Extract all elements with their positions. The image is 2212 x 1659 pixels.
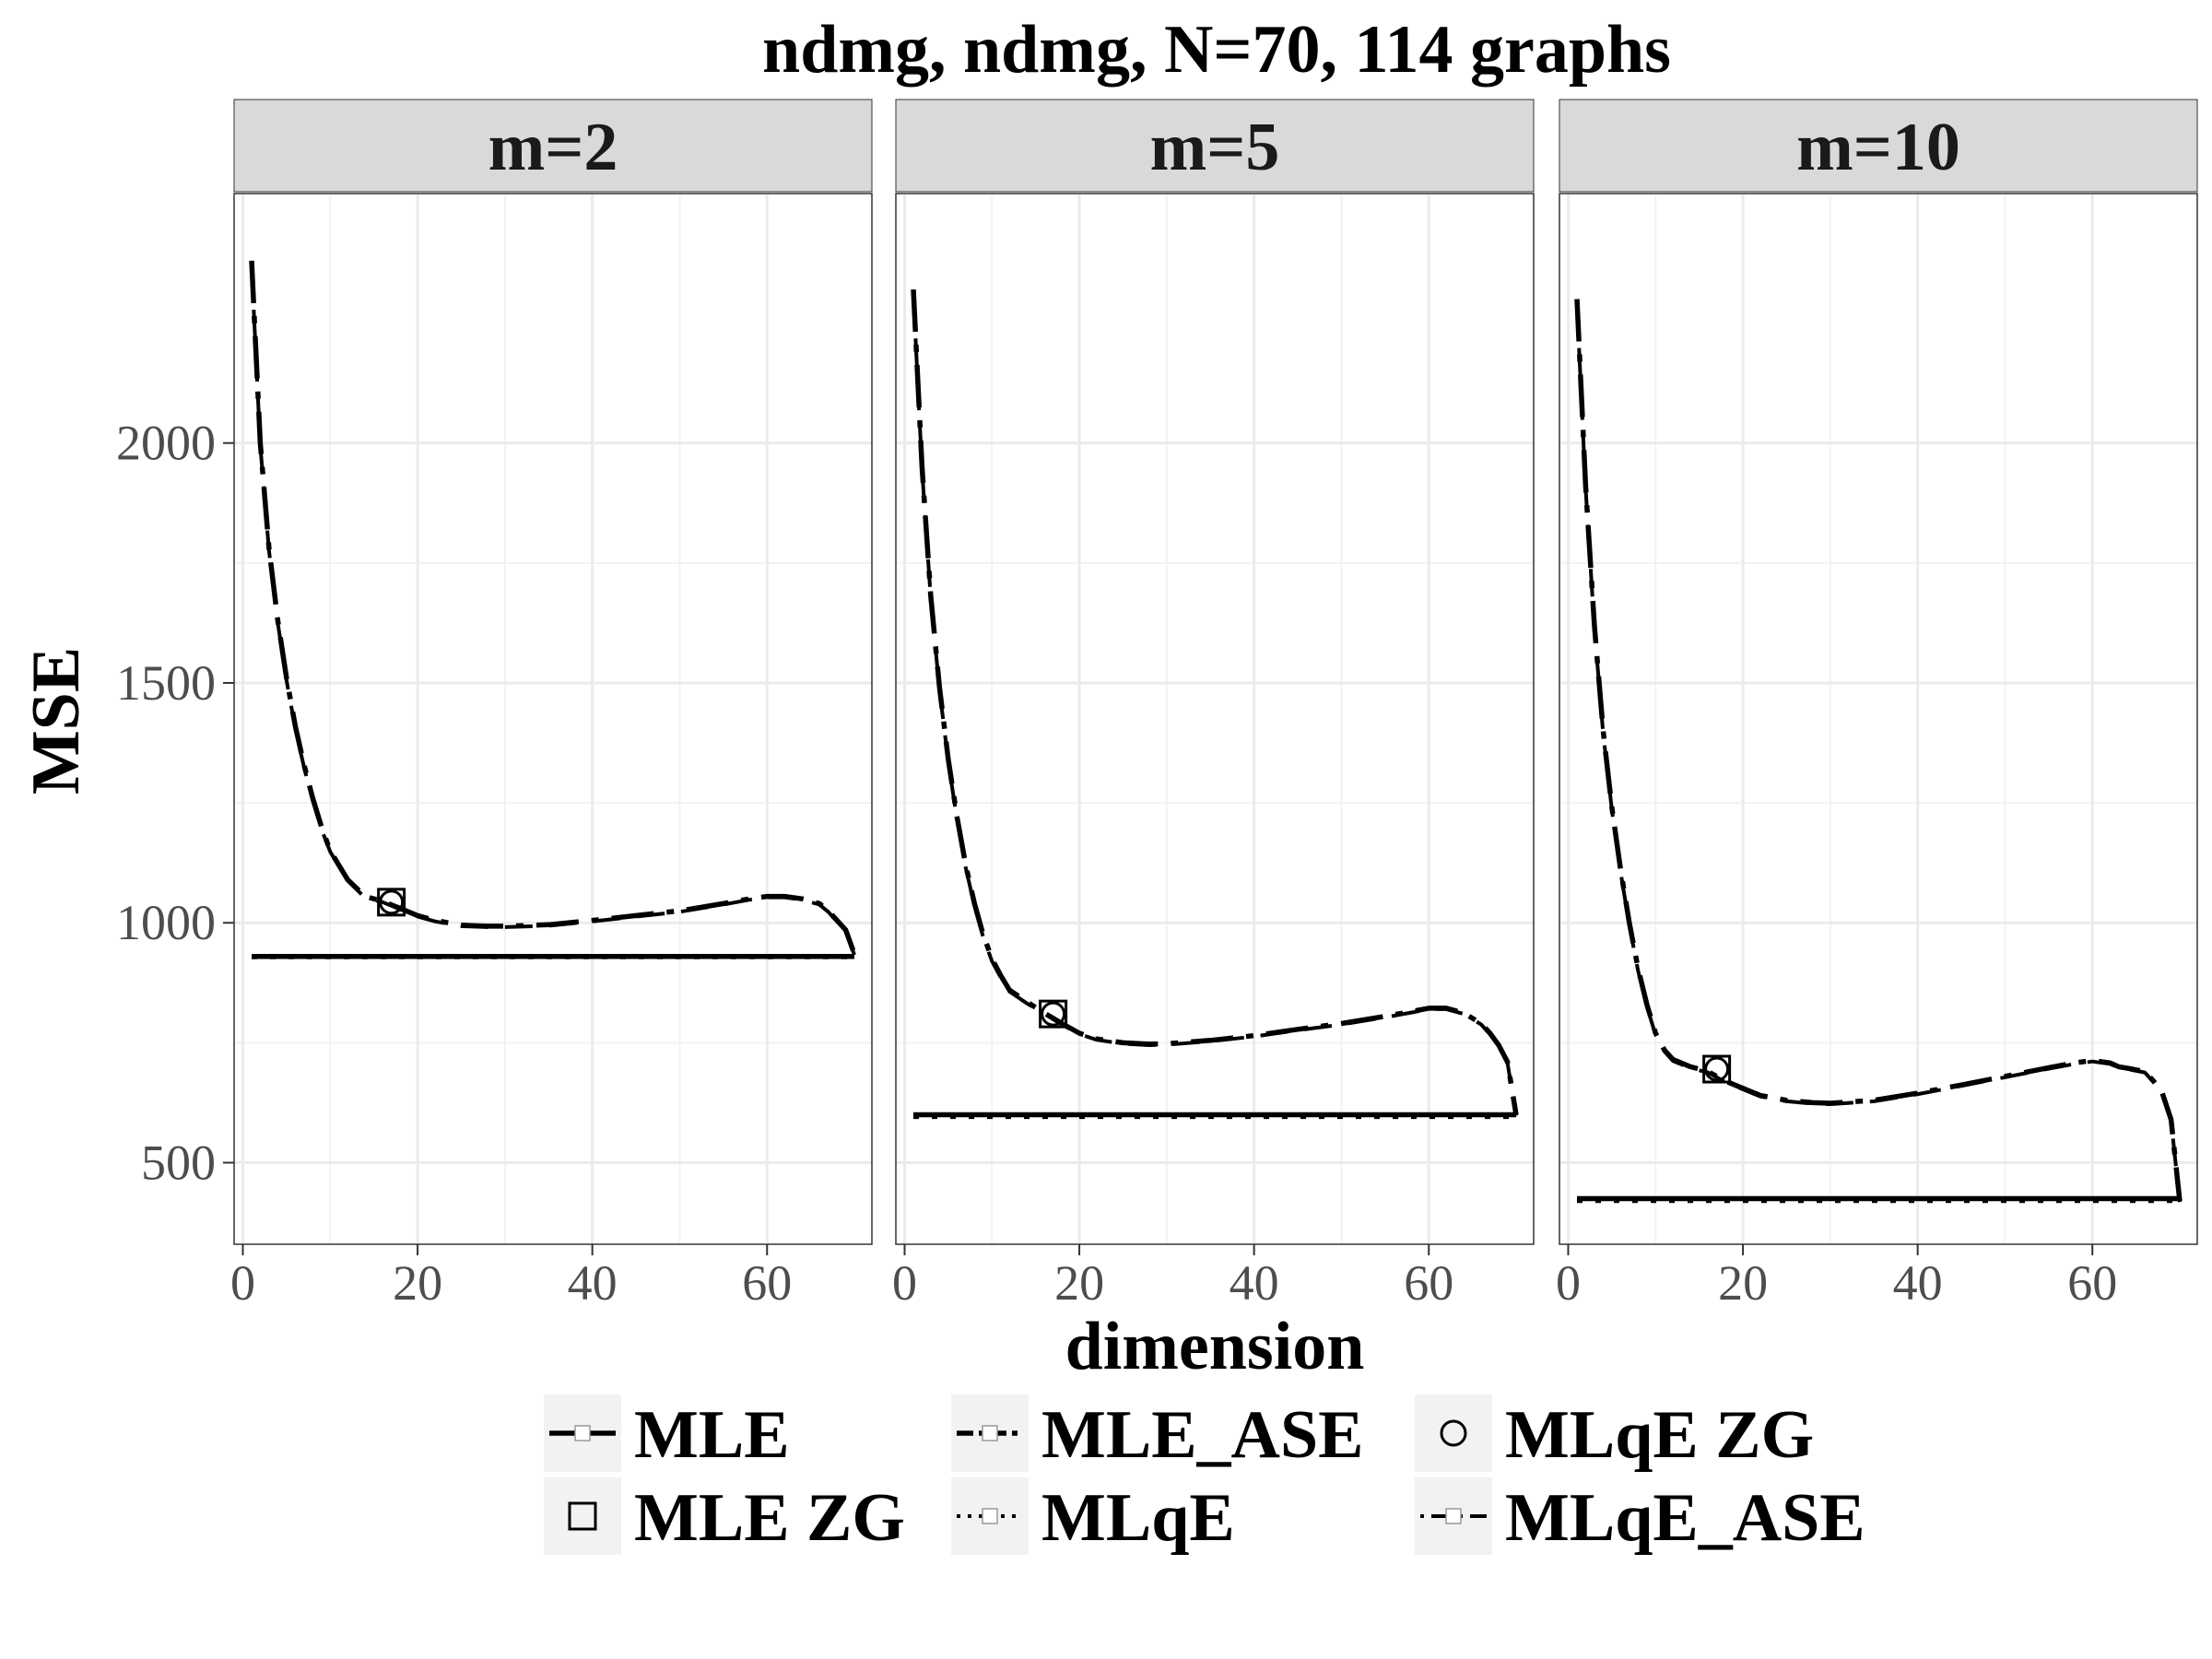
- facet-strip-label: m=2: [488, 110, 618, 185]
- panel-border: [233, 193, 873, 1245]
- marker-mle-zg: [377, 888, 406, 917]
- series-line-mlqe-ase: [250, 265, 856, 956]
- legend-item-mlqe: MLqE: [951, 1477, 1235, 1556]
- marker-mle-zg: [1702, 1054, 1732, 1084]
- legend: MLE MLE_ASE MLqE ZG MLE ZG MLqE MLqE_ASE: [544, 1394, 1865, 1556]
- legend-label: MLE: [634, 1397, 790, 1473]
- y-tick-label: 1000: [116, 895, 216, 950]
- panel-border: [895, 193, 1535, 1245]
- facet-panel-2: m=5 0 20 40 60: [892, 99, 1535, 1311]
- plot-background: [234, 194, 872, 1244]
- x-tick-label: 0: [1556, 1255, 1581, 1311]
- legend-label: MLE ZG: [634, 1480, 905, 1556]
- x-tick-label: 40: [568, 1255, 618, 1311]
- marker-mlqe-zg: [1041, 1001, 1066, 1027]
- x-tick-label: 20: [1054, 1255, 1104, 1311]
- series-line-mlqe-ase: [912, 294, 1518, 1116]
- x-tick-label: 40: [1893, 1255, 1943, 1311]
- facet-strip: [233, 99, 873, 193]
- series-line-mlqe-ase: [1575, 303, 2182, 1203]
- x-tick-label: 0: [230, 1255, 255, 1311]
- legend-key-marker: [982, 1508, 998, 1524]
- legend-key: [1415, 1394, 1492, 1472]
- y-tick-label: 500: [141, 1135, 216, 1191]
- plot-background: [1559, 194, 2197, 1244]
- legend-label: MLE_ASE: [1041, 1397, 1364, 1473]
- y-axis-title: MSE: [18, 647, 94, 794]
- legend-item-mlqe-ase: MLqE_ASE: [1415, 1477, 1865, 1556]
- marker-mlqe-zg: [1704, 1056, 1730, 1082]
- x-tick-label: 60: [742, 1255, 792, 1311]
- marker-mle-zg: [1039, 999, 1068, 1029]
- marker-mlqe-zg: [379, 889, 405, 915]
- legend-key-marker: [574, 1425, 591, 1441]
- legend-key-marker: [982, 1425, 998, 1441]
- y-tick-label: 2000: [116, 416, 216, 471]
- facet-strip: [1559, 99, 2198, 193]
- legend-label: MLqE: [1041, 1480, 1235, 1556]
- facet-strip-label: m=10: [1796, 110, 1960, 185]
- x-tick-label: 20: [1718, 1255, 1768, 1311]
- x-tick-label: 40: [1230, 1255, 1279, 1311]
- legend-item-mle: MLE: [544, 1394, 790, 1473]
- chart-title: ndmg, ndmg, N=70, 114 graphs: [762, 12, 1671, 88]
- y-tick-label: 1500: [116, 655, 216, 711]
- legend-item-mle-ase: MLE_ASE: [951, 1394, 1364, 1473]
- facet-strip-label: m=5: [1150, 110, 1280, 185]
- legend-item-mle-zg: MLE ZG: [544, 1477, 905, 1556]
- legend-label: MLqE ZG: [1505, 1397, 1814, 1473]
- plot-background: [896, 194, 1534, 1244]
- legend-key-marker: [1440, 1419, 1467, 1447]
- legend-key-marker: [568, 1501, 597, 1531]
- x-axis-title: dimension: [1065, 1309, 1365, 1384]
- legend-item-mlqe-zg: MLqE ZG: [1415, 1394, 1814, 1473]
- x-tick-label: 0: [892, 1255, 917, 1311]
- facet-panels: m=2 0 20 40 60 500 1000 1500 2000 m=5 0 20 40 60 m=10 0…: [116, 99, 2198, 1311]
- x-tick-label: 60: [1404, 1255, 1453, 1311]
- facet-panel-1: m=2 0 20 40 60 500 1000 1500 2000: [116, 99, 873, 1311]
- legend-key: [544, 1477, 621, 1555]
- legend-key-marker: [1445, 1508, 1462, 1524]
- facet-strip: [895, 99, 1535, 193]
- facet-panel-3: m=10 0 20 40 60: [1556, 99, 2198, 1311]
- legend-label: MLqE_ASE: [1505, 1480, 1865, 1556]
- panel-border: [1559, 193, 2198, 1245]
- x-tick-label: 60: [2067, 1255, 2117, 1311]
- x-tick-label: 20: [393, 1255, 442, 1311]
